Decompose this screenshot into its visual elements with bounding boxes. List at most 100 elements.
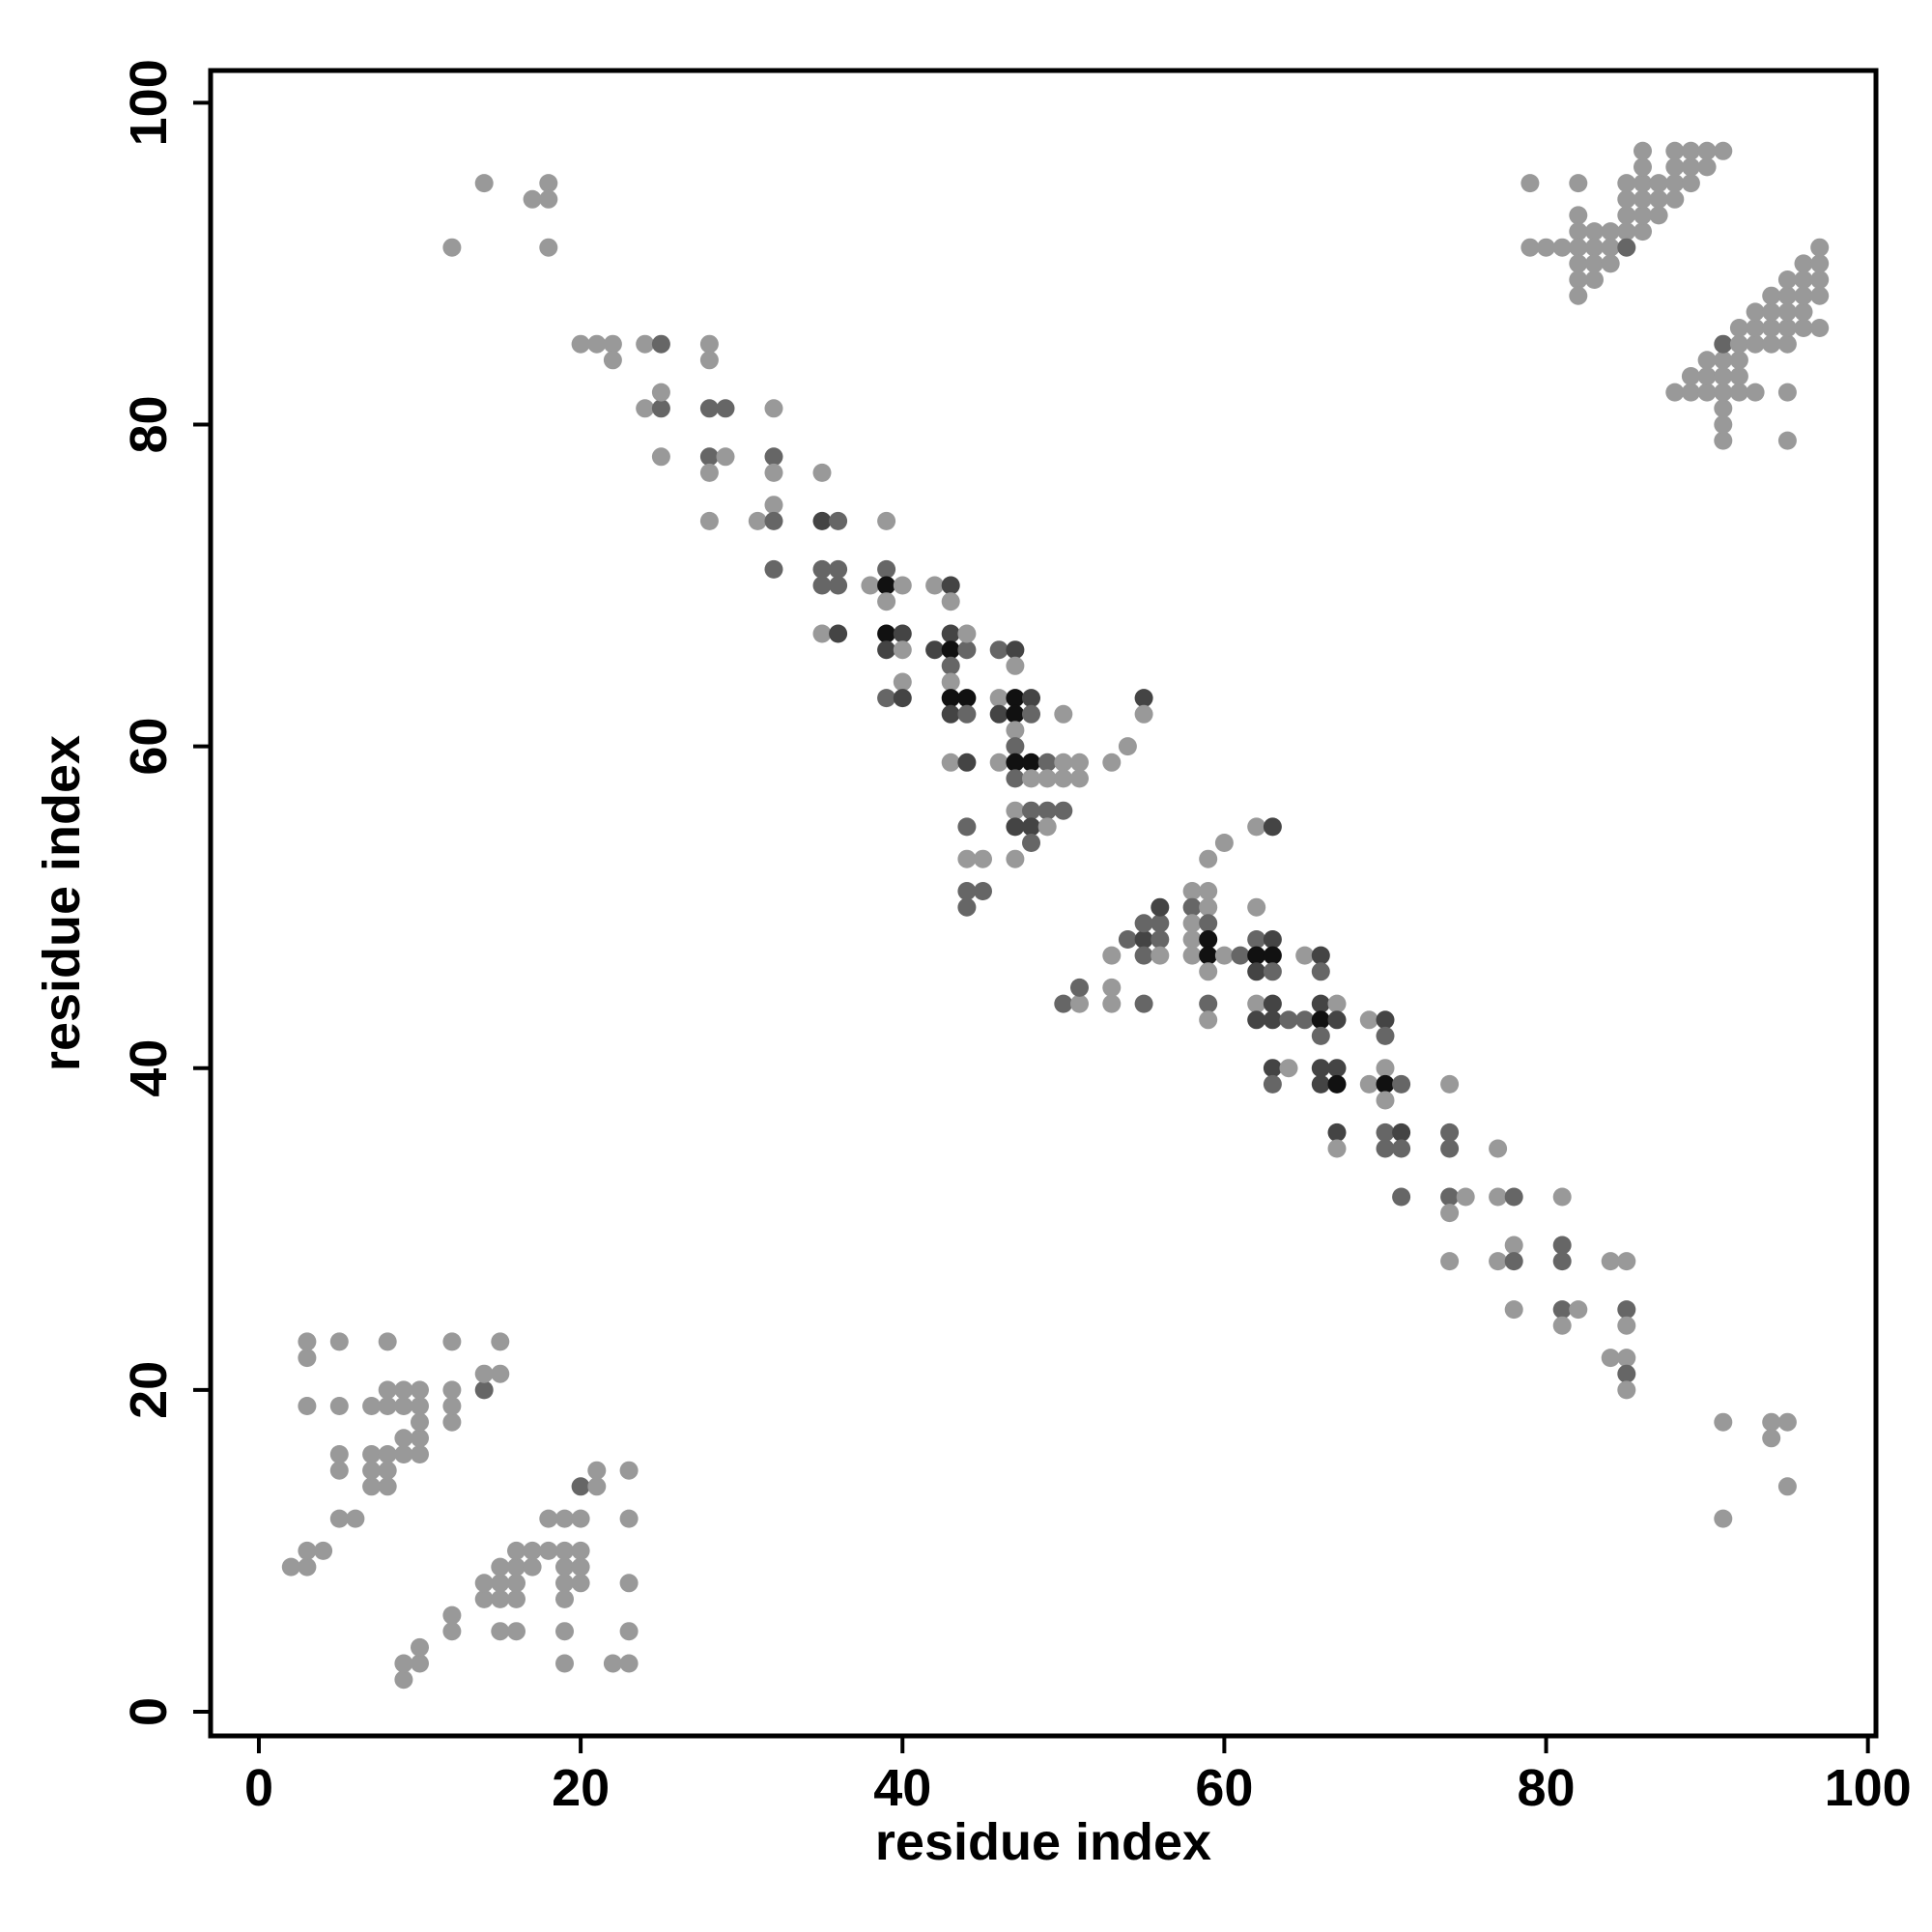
contact-point xyxy=(861,576,880,595)
contact-point xyxy=(1552,1316,1572,1335)
contact-point xyxy=(1714,431,1733,450)
contact-point xyxy=(394,1380,413,1400)
contact-point xyxy=(1311,1026,1330,1045)
contact-point xyxy=(442,1380,462,1400)
x-tick-label: 20 xyxy=(552,1759,610,1817)
contact-point xyxy=(1022,689,1040,708)
contact-point xyxy=(829,624,848,643)
contact-point xyxy=(507,1589,526,1608)
contact-point xyxy=(1601,222,1620,242)
contact-point xyxy=(1199,914,1218,933)
contact-point xyxy=(941,592,960,611)
contact-point xyxy=(1585,254,1604,273)
contact-point xyxy=(1311,962,1330,981)
contact-point xyxy=(298,1541,317,1560)
contact-point xyxy=(1810,286,1830,305)
contact-point xyxy=(1585,222,1604,242)
contact-point xyxy=(1102,946,1122,965)
contact-point xyxy=(1247,1010,1266,1030)
contact-point xyxy=(877,624,896,643)
contact-point xyxy=(1729,383,1748,402)
contact-point xyxy=(1681,141,1700,160)
contact-point xyxy=(957,689,977,708)
contact-point xyxy=(1151,930,1170,949)
contact-point xyxy=(1569,270,1588,289)
contact-point xyxy=(1022,769,1040,788)
contact-point xyxy=(1617,238,1636,257)
contact-point xyxy=(491,1332,510,1351)
contact-point xyxy=(411,1380,429,1400)
contact-point xyxy=(1022,753,1040,772)
contact-point xyxy=(555,1574,574,1593)
contact-point xyxy=(748,511,767,530)
contact-point xyxy=(1729,351,1748,370)
y-tick-label: 100 xyxy=(120,59,178,146)
contact-point xyxy=(1037,817,1057,837)
contact-point xyxy=(1006,849,1025,868)
contact-point xyxy=(1247,817,1266,837)
contact-point xyxy=(1665,157,1685,177)
contact-point xyxy=(989,640,1009,660)
contact-point xyxy=(362,1445,382,1463)
contact-point xyxy=(941,672,960,692)
contact-point xyxy=(1151,946,1170,965)
contact-point xyxy=(1118,737,1137,756)
contact-point xyxy=(1263,930,1282,949)
contact-point xyxy=(474,1589,494,1608)
contact-point xyxy=(812,511,832,530)
contact-point xyxy=(1134,914,1153,933)
contact-point xyxy=(1440,1187,1460,1207)
contact-point xyxy=(298,1349,317,1368)
contact-point xyxy=(1199,946,1218,965)
contact-point xyxy=(957,849,977,868)
x-tick-label: 0 xyxy=(244,1759,273,1817)
contact-point xyxy=(893,672,912,692)
contact-point xyxy=(1070,978,1089,997)
contact-point xyxy=(1311,946,1330,965)
contact-point xyxy=(829,576,848,595)
contact-point xyxy=(1634,141,1652,160)
contact-point xyxy=(507,1557,526,1577)
contact-point xyxy=(1359,1010,1378,1030)
contact-point xyxy=(1665,383,1685,402)
contact-point xyxy=(1376,1059,1395,1078)
contact-point xyxy=(699,463,719,482)
contact-point xyxy=(1569,1300,1588,1320)
contact-point xyxy=(1440,1139,1460,1158)
contact-point xyxy=(1762,302,1781,322)
contact-point xyxy=(329,1445,349,1463)
contact-point xyxy=(1777,431,1797,450)
contact-point xyxy=(378,1397,397,1415)
contact-point xyxy=(362,1397,382,1415)
contact-point xyxy=(1794,319,1813,337)
contact-point xyxy=(1199,849,1218,868)
contact-point xyxy=(812,463,832,482)
contact-point xyxy=(699,447,719,467)
contact-point xyxy=(555,1541,574,1560)
contact-point xyxy=(941,624,960,643)
contact-point xyxy=(812,559,832,579)
contact-point xyxy=(1504,1187,1523,1207)
contact-point xyxy=(1311,1010,1330,1030)
contact-point xyxy=(1392,1122,1411,1142)
contact-point xyxy=(877,559,896,579)
contact-point xyxy=(1777,1477,1797,1496)
contact-point xyxy=(1810,319,1830,337)
contact-point xyxy=(1392,1074,1411,1094)
contact-point xyxy=(957,624,977,643)
contact-point xyxy=(1006,801,1025,820)
contact-point xyxy=(1376,1139,1395,1158)
contact-point xyxy=(974,882,992,900)
contact-point xyxy=(1006,817,1025,837)
points-layer xyxy=(281,141,1830,1690)
contact-point xyxy=(442,238,462,257)
contact-point xyxy=(651,334,670,354)
contact-point xyxy=(893,624,912,643)
contact-point xyxy=(378,1332,397,1351)
contact-point xyxy=(699,351,719,370)
contact-point xyxy=(636,399,655,418)
contact-point xyxy=(877,640,896,660)
contact-point xyxy=(1665,174,1685,193)
contact-point xyxy=(1134,946,1153,965)
contact-point xyxy=(1392,1139,1411,1158)
